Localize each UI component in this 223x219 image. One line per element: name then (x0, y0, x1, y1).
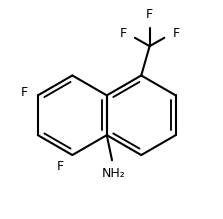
Text: F: F (119, 27, 126, 40)
Text: NH₂: NH₂ (102, 167, 126, 180)
Text: F: F (57, 160, 64, 173)
Text: F: F (20, 86, 27, 99)
Text: F: F (146, 8, 153, 21)
Text: F: F (173, 27, 180, 40)
